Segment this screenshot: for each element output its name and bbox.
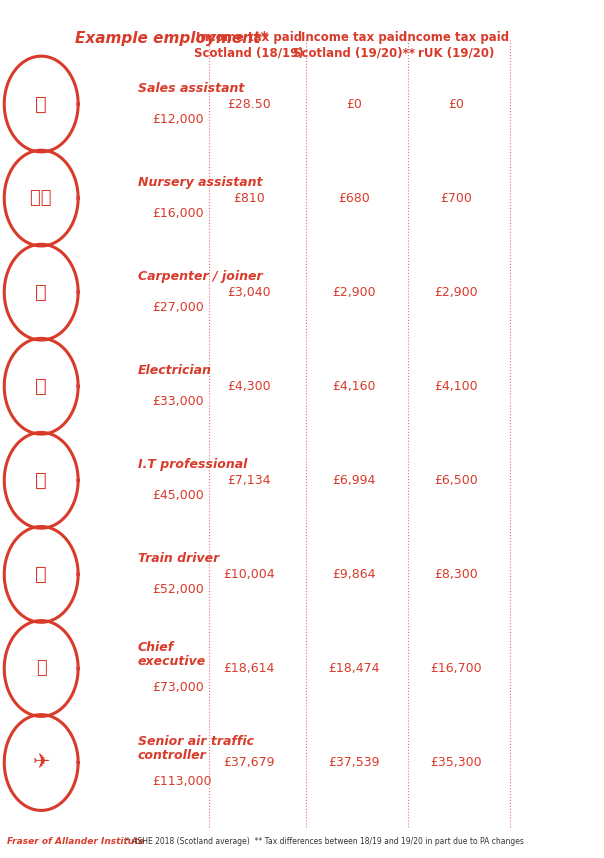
Text: £16,000: £16,000: [152, 207, 204, 220]
Text: Chief: Chief: [138, 641, 174, 654]
Text: £810: £810: [233, 191, 265, 204]
Text: I.T professional: I.T professional: [138, 458, 247, 471]
Text: Senior air traffic: Senior air traffic: [138, 734, 254, 747]
Text: £4,100: £4,100: [434, 380, 478, 393]
Text: £0: £0: [448, 98, 464, 111]
Text: Train driver: Train driver: [138, 553, 219, 565]
Text: £700: £700: [440, 191, 472, 204]
Text: £2,900: £2,900: [434, 286, 478, 299]
Text: 🚶: 🚶: [36, 660, 47, 678]
Text: 💡: 💡: [35, 377, 47, 396]
Text: controller: controller: [138, 749, 207, 762]
Text: £2,900: £2,900: [332, 286, 376, 299]
Text: £18,474: £18,474: [328, 662, 379, 675]
Text: 🔨: 🔨: [35, 282, 47, 302]
Text: £45,000: £45,000: [152, 489, 204, 502]
Text: Sales assistant: Sales assistant: [138, 82, 244, 95]
Text: 💻: 💻: [35, 471, 47, 490]
Text: Income tax paid
Scotland (18/19): Income tax paid Scotland (18/19): [194, 32, 304, 59]
Text: £7,134: £7,134: [227, 474, 271, 486]
Text: £6,994: £6,994: [332, 474, 376, 486]
Text: Example employment*: Example employment*: [76, 32, 269, 46]
Text: £8,300: £8,300: [434, 568, 478, 581]
Text: £113,000: £113,000: [152, 775, 211, 788]
Text: £37,679: £37,679: [223, 756, 274, 769]
Text: £4,300: £4,300: [227, 380, 271, 393]
Text: £9,864: £9,864: [332, 568, 376, 581]
Text: £27,000: £27,000: [152, 301, 204, 314]
Text: £52,000: £52,000: [152, 583, 204, 596]
Text: 👨‍👧: 👨‍👧: [30, 189, 52, 207]
Text: £12,000: £12,000: [152, 113, 204, 126]
Text: £33,000: £33,000: [152, 396, 204, 408]
Text: £18,614: £18,614: [223, 662, 274, 675]
Text: Fraser of Allander Institute: Fraser of Allander Institute: [7, 837, 144, 846]
Text: ✈: ✈: [33, 752, 50, 772]
Text: * ASHE 2018 (Scotland average)  ** Tax differences between 18/19 and 19/20 in pa: * ASHE 2018 (Scotland average) ** Tax di…: [126, 837, 524, 846]
Text: £73,000: £73,000: [152, 680, 204, 694]
Text: £4,160: £4,160: [332, 380, 376, 393]
Text: £16,700: £16,700: [430, 662, 482, 675]
Text: 🧥: 🧥: [35, 94, 47, 113]
Text: £680: £680: [338, 191, 370, 204]
Text: executive: executive: [138, 656, 206, 668]
Text: £37,539: £37,539: [328, 756, 379, 769]
Text: Income tax paid
Scotland (19/20)**: Income tax paid Scotland (19/20)**: [293, 32, 415, 59]
Text: £35,300: £35,300: [430, 756, 482, 769]
Text: £3,040: £3,040: [227, 286, 271, 299]
Text: £6,500: £6,500: [434, 474, 478, 486]
Text: 🚃: 🚃: [35, 565, 47, 584]
Text: Nursery assistant: Nursery assistant: [138, 176, 262, 190]
Text: Electrician: Electrician: [138, 365, 211, 378]
Text: Carpenter / joiner: Carpenter / joiner: [138, 270, 263, 283]
Text: £10,004: £10,004: [223, 568, 274, 581]
Text: £0: £0: [346, 98, 362, 111]
Text: Income tax paid
rUK (19/20): Income tax paid rUK (19/20): [403, 32, 509, 59]
Text: £28.50: £28.50: [226, 98, 271, 111]
